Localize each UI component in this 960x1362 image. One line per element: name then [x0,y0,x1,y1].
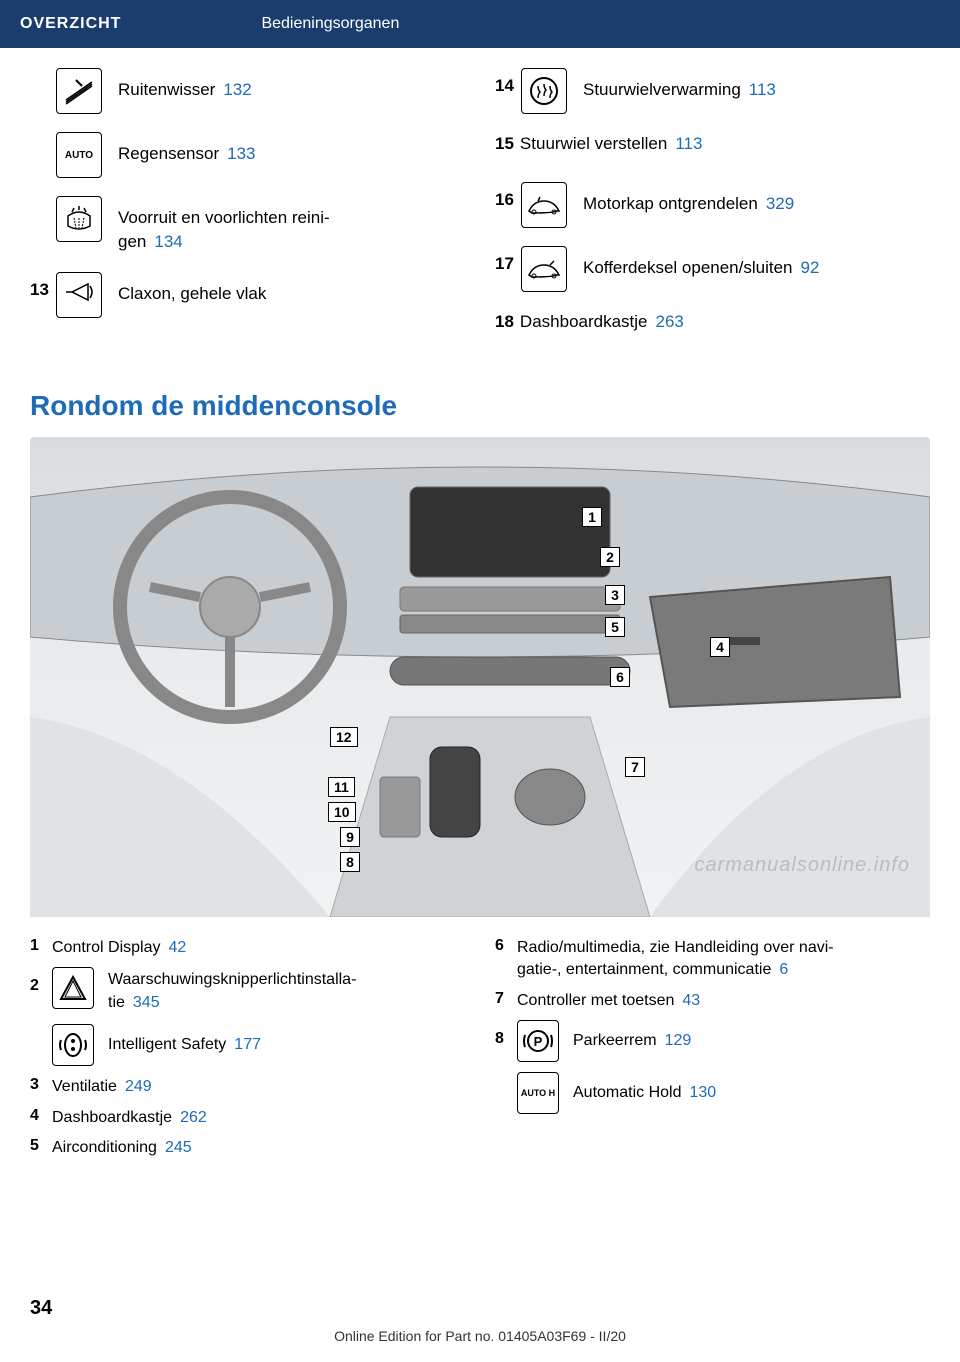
page-ref: 113 [749,80,776,99]
parking-icon: P [517,1020,559,1062]
page-ref: 113 [675,134,702,153]
item-label: 18Dashboardkastje263 [495,310,684,334]
item-label: Ruitenwisser132 [118,68,252,102]
auto-icon: AUTO [56,132,102,178]
autoh-icon: AUTO H [517,1072,559,1114]
callout-8: 8 [340,852,360,872]
lower-left-column: 1 Control Display42 2 Waarschuwingsknipp… [30,937,465,1167]
item-number: 17 [495,246,521,274]
lower-columns: 1 Control Display42 2 Waarschuwingsknipp… [30,937,930,1167]
lower-item-6: 6 Radio/multimedia, zie Handleiding over… [495,937,930,982]
section-heading: Rondom de middenconsole [30,390,930,422]
item-hood: 16 Motorkap ontgrendelen329 [495,182,930,228]
item-wiper: Ruitenwisser132 [30,68,465,114]
header-section: OVERZICHT [20,15,121,33]
hood-icon [521,182,567,228]
washer-icon [56,196,102,242]
center-console-diagram: 123546712111098 carmanualsonline.info [30,437,930,917]
page-content: Ruitenwisser132 AUTO Regensensor133 Voo [0,48,960,1187]
wiper-icon [56,68,102,114]
item-number: 16 [495,182,521,210]
svg-text:P: P [534,1034,543,1049]
callout-10: 10 [328,802,356,822]
page-ref: 263 [656,312,684,331]
page-number: 34 [30,1297,52,1320]
callout-5: 5 [605,617,625,637]
item-number: 14 [495,68,521,96]
callout-12: 12 [330,727,358,747]
header-title: Bedieningsorganen [261,15,399,33]
callout-1: 1 [582,507,602,527]
lower-item-4: 4 Dashboardkastje262 [30,1107,465,1129]
top-columns: Ruitenwisser132 AUTO Regensensor133 Voo [30,68,930,360]
item-label: 15Stuurwiel verstellen113 [495,132,702,156]
lower-item-3: 3 Ventilatie249 [30,1076,465,1098]
lower-item-8: 8 P Parkeerrem129 [495,1020,930,1062]
callout-7: 7 [625,757,645,777]
item-label: Kofferdeksel openen/sluiten92 [583,246,819,280]
lower-item-1: 1 Control Display42 [30,937,465,959]
item-rainsensor: AUTO Regensensor133 [30,132,465,178]
item-trunk: 17 Kofferdeksel openen/sluiten92 [495,246,930,292]
page-ref: 132 [223,80,251,99]
page-header: OVERZICHT Bedieningsorganen [0,0,960,48]
lower-item-autoh: AUTO H Automatic Hold130 [495,1072,930,1114]
watermark: carmanualsonline.info [694,854,910,877]
item-label: Motorkap ontgrendelen329 [583,182,794,216]
item-glovebox: 18Dashboardkastje263 [495,310,930,350]
callout-4: 4 [710,637,730,657]
item-washer: Voorruit en voorlichten reini- gen134 [30,196,465,254]
lower-item-5: 5 Airconditioning245 [30,1137,465,1159]
item-horn: 13 Claxon, gehele vlak [30,272,465,318]
trunk-icon [521,246,567,292]
page-ref: 92 [801,258,820,277]
lower-item-2: 2 Waarschuwingsknipperlichtinstalla- tie… [30,967,465,1014]
item-label: Voorruit en voorlichten reini- gen134 [118,196,330,254]
dashboard-sketch [30,437,930,917]
item-heated-wheel: 14 Stuurwielverwarming113 [495,68,930,114]
lower-item-7: 7 Controller met toetsen43 [495,990,930,1012]
horn-icon [56,272,102,318]
footer-text: Online Edition for Part no. 01405A03F69 … [0,1328,960,1344]
top-right-column: 14 Stuurwielverwarming113 15Stuurwiel ve… [495,68,930,360]
page-ref: 329 [766,194,794,213]
callout-9: 9 [340,827,360,847]
safety-icon [52,1024,94,1066]
warning-triangle-icon [52,967,94,1009]
lower-item-safety: Intelligent Safety177 [30,1024,465,1066]
item-label: Claxon, gehele vlak [118,272,266,306]
lower-right-column: 6 Radio/multimedia, zie Handleiding over… [495,937,930,1167]
item-wheel-adjust: 15Stuurwiel verstellen113 [495,132,930,172]
callout-6: 6 [610,667,630,687]
item-label: Stuurwielverwarming113 [583,68,776,102]
item-label: Regensensor133 [118,132,256,166]
callout-11: 11 [328,777,355,797]
item-number: 13 [30,272,56,300]
callout-2: 2 [600,547,620,567]
page-ref: 134 [154,232,182,251]
heated-wheel-icon [521,68,567,114]
page-ref: 133 [227,144,255,163]
top-left-column: Ruitenwisser132 AUTO Regensensor133 Voo [30,68,465,360]
callout-3: 3 [605,585,625,605]
